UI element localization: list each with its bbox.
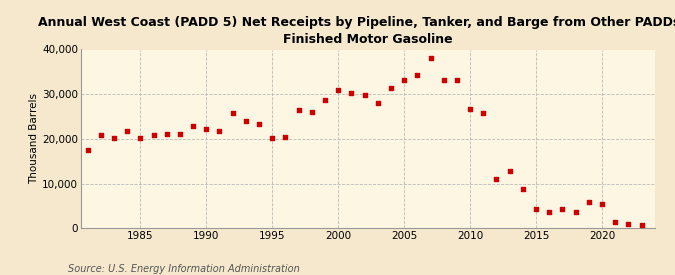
Point xyxy=(95,133,106,138)
Point xyxy=(464,107,475,111)
Point xyxy=(161,131,172,136)
Point xyxy=(557,207,568,212)
Point xyxy=(438,78,449,82)
Point xyxy=(254,122,265,126)
Point xyxy=(373,100,383,105)
Y-axis label: Thousand Barrels: Thousand Barrels xyxy=(30,94,39,184)
Point xyxy=(188,124,198,128)
Point xyxy=(306,109,317,114)
Point xyxy=(583,200,594,204)
Point xyxy=(214,129,225,133)
Point xyxy=(504,168,515,173)
Point xyxy=(385,86,396,90)
Point xyxy=(478,110,489,115)
Point xyxy=(544,210,555,214)
Point xyxy=(597,202,608,206)
Point xyxy=(518,187,529,191)
Point xyxy=(201,126,212,131)
Point xyxy=(399,78,410,82)
Point xyxy=(636,223,647,227)
Point xyxy=(491,177,502,181)
Point xyxy=(267,136,277,141)
Point xyxy=(610,220,620,225)
Point xyxy=(240,119,251,124)
Point xyxy=(319,98,330,102)
Point xyxy=(175,132,186,136)
Point xyxy=(109,136,119,141)
Point xyxy=(82,148,93,152)
Point xyxy=(425,55,436,60)
Point xyxy=(293,108,304,112)
Point xyxy=(227,111,238,116)
Point xyxy=(570,210,581,214)
Point xyxy=(623,222,634,226)
Point xyxy=(452,78,462,82)
Point xyxy=(122,129,132,133)
Point xyxy=(346,91,357,95)
Point xyxy=(359,92,370,97)
Point xyxy=(333,87,344,92)
Text: Source: U.S. Energy Information Administration: Source: U.S. Energy Information Administ… xyxy=(68,265,299,274)
Point xyxy=(148,133,159,138)
Point xyxy=(135,136,146,141)
Point xyxy=(531,207,541,211)
Title: Annual West Coast (PADD 5) Net Receipts by Pipeline, Tanker, and Barge from Othe: Annual West Coast (PADD 5) Net Receipts … xyxy=(38,16,675,46)
Point xyxy=(412,73,423,77)
Point xyxy=(280,134,291,139)
